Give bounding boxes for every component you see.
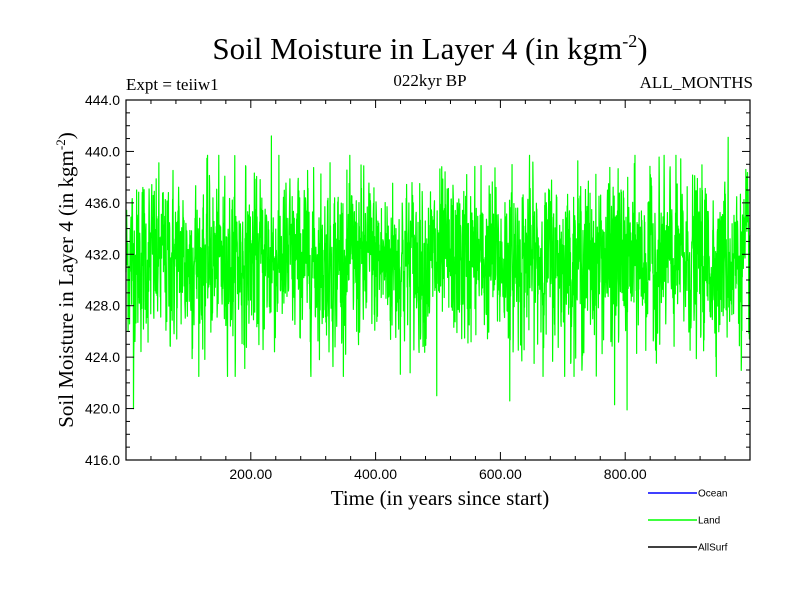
legend-label-land: Land <box>698 516 720 527</box>
experiment-label: Expt = teiiw1 <box>126 75 219 94</box>
chart-title: Soil Moisture in Layer 4 (in kgm-2) <box>212 31 648 66</box>
x-tick-label: 600.00 <box>479 466 522 482</box>
period-label: 022kyr BP <box>393 71 467 90</box>
x-tick-label: 200.00 <box>229 466 272 482</box>
legend-label-allsurf: AllSurf <box>698 543 728 554</box>
legend: Ocean Land AllSurf <box>648 489 728 554</box>
x-tick-label: 800.00 <box>604 466 647 482</box>
y-tick-label: 424.0 <box>85 349 120 365</box>
y-tick-label: 436.0 <box>85 195 120 211</box>
months-label: ALL_MONTHS <box>639 73 753 92</box>
y-tick-label: 420.0 <box>85 401 120 417</box>
y-tick-label: 428.0 <box>85 298 120 314</box>
axes-layer: 416.0 420.0 424.0 428.0 432.0 436.0 440.0 444.0… <box>85 92 751 482</box>
series-layer <box>125 135 751 411</box>
series-line-land <box>125 135 751 411</box>
x-tick-label: 400.00 <box>354 466 397 482</box>
y-tick-label: 440.0 <box>85 143 120 159</box>
y-tick-label: 444.0 <box>85 92 120 108</box>
y-tick-label: 432.0 <box>85 246 120 262</box>
y-tick-label: 416.0 <box>85 452 120 468</box>
x-axis-label: Time (in years since start) <box>330 486 550 510</box>
legend-label-ocean: Ocean <box>698 489 727 500</box>
